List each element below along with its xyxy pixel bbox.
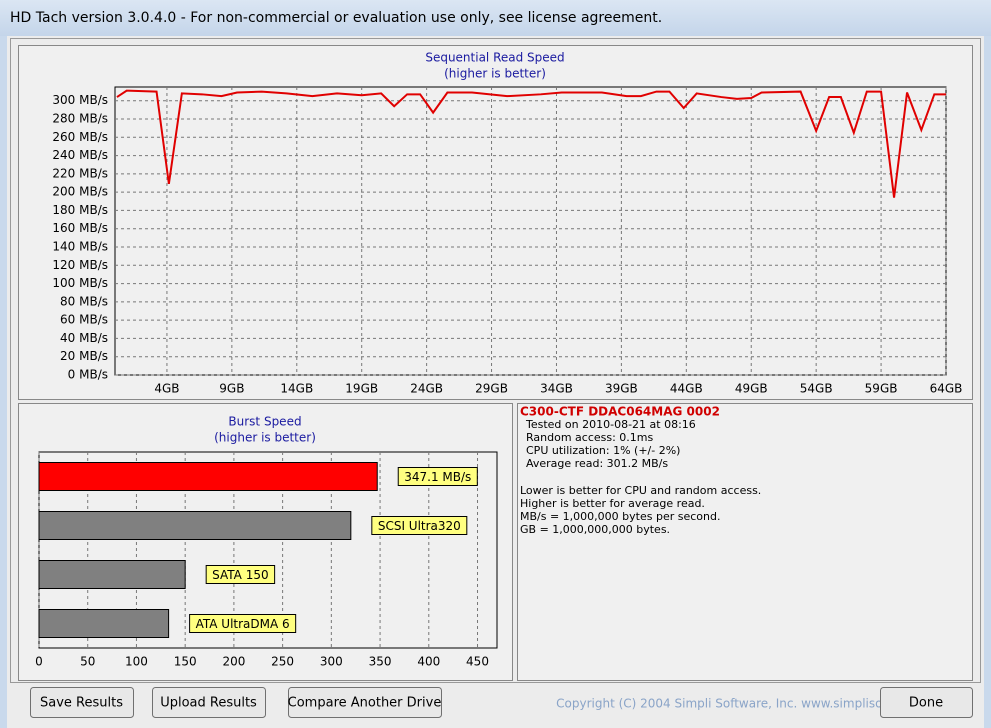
y-tick-label: 180 MB/s bbox=[52, 203, 108, 217]
bar bbox=[38, 462, 378, 491]
x-tick-label: 19GB bbox=[345, 382, 378, 396]
bar bbox=[38, 511, 352, 540]
x-tick-label: 9GB bbox=[219, 382, 244, 396]
x-tick-label: 39GB bbox=[605, 382, 638, 396]
y-tick-label: 20 MB/s bbox=[60, 349, 108, 363]
y-tick-label: 160 MB/s bbox=[52, 221, 108, 235]
read-line bbox=[116, 89, 946, 198]
y-tick-label: 80 MB/s bbox=[60, 294, 108, 308]
x-tick-label: 50 bbox=[80, 655, 95, 669]
info-line: Tested on 2010-08-21 at 08:16 bbox=[525, 418, 696, 431]
info-note: Higher is better for average read. bbox=[520, 497, 705, 510]
button[interactable] bbox=[288, 687, 442, 718]
y-tick-label: 220 MB/s bbox=[52, 166, 108, 180]
y-tick-label: 140 MB/s bbox=[52, 240, 108, 254]
chart-title: Burst Speed bbox=[228, 415, 301, 429]
x-tick-label: 300 bbox=[320, 655, 343, 669]
x-tick-label: 59GB bbox=[865, 382, 898, 396]
button[interactable] bbox=[880, 687, 973, 718]
copyright: Copyright (C) 2004 Simpli Software, Inc.… bbox=[556, 697, 950, 711]
y-tick-label: 40 MB/s bbox=[60, 331, 108, 345]
x-tick-label: 49GB bbox=[735, 382, 768, 396]
bar-label: ATA UltraDMA 6 bbox=[196, 617, 290, 631]
y-tick-label: 120 MB/s bbox=[52, 258, 108, 272]
x-tick-label: 0 bbox=[35, 655, 43, 669]
x-tick-label: 250 bbox=[271, 655, 294, 669]
y-tick-label: 200 MB/s bbox=[52, 185, 108, 199]
x-tick-label: 34GB bbox=[540, 382, 573, 396]
button[interactable] bbox=[152, 687, 266, 718]
bar-label: SCSI Ultra320 bbox=[378, 519, 461, 533]
x-tick-label: 400 bbox=[417, 655, 440, 669]
bar bbox=[38, 560, 186, 589]
button[interactable] bbox=[30, 687, 134, 718]
y-tick-label: 0 MB/s bbox=[68, 368, 108, 382]
bar-label: 347.1 MB/s bbox=[404, 470, 471, 484]
title-bar bbox=[0, 0, 991, 36]
info-note: GB = 1,000,000,000 bytes. bbox=[520, 523, 670, 536]
x-tick-label: 24GB bbox=[410, 382, 443, 396]
y-tick-label: 280 MB/s bbox=[52, 112, 108, 126]
y-tick-label: 240 MB/s bbox=[52, 148, 108, 162]
x-tick-label: 350 bbox=[369, 655, 392, 669]
bar-label-box bbox=[397, 467, 478, 486]
bar bbox=[38, 609, 170, 638]
x-tick-label: 200 bbox=[222, 655, 245, 669]
x-tick-label: 44GB bbox=[670, 382, 703, 396]
info-note: Lower is better for CPU and random acces… bbox=[520, 484, 761, 497]
x-tick-label: 14GB bbox=[280, 382, 313, 396]
x-tick-label: 54GB bbox=[800, 382, 833, 396]
bar-label: SATA 150 bbox=[212, 568, 268, 582]
x-tick-label: 4GB bbox=[154, 382, 179, 396]
button-label[interactable]: Upload Results bbox=[160, 696, 257, 711]
info-panel bbox=[517, 403, 973, 681]
bar-label-box bbox=[371, 516, 468, 535]
chart-subtitle: (higher is better) bbox=[214, 431, 316, 445]
x-tick-label: 450 bbox=[466, 655, 489, 669]
chart-title: Sequential Read Speed bbox=[425, 51, 564, 65]
x-tick-label: 150 bbox=[174, 655, 197, 669]
info-note: MB/s = 1,000,000 bytes per second. bbox=[520, 510, 720, 523]
info-line: Average read: 301.2 MB/s bbox=[526, 457, 668, 470]
window-title: HD Tach version 3.0.4.0 - For non-commer… bbox=[10, 10, 662, 26]
button-label[interactable]: Save Results bbox=[40, 696, 123, 711]
info-line: Random access: 0.1ms bbox=[526, 431, 654, 444]
x-tick-label: 100 bbox=[125, 655, 148, 669]
y-tick-label: 60 MB/s bbox=[60, 313, 108, 327]
chart-subtitle: (higher is better) bbox=[444, 67, 546, 81]
bar-label-box bbox=[189, 614, 297, 633]
x-tick-label: 64GB bbox=[930, 382, 963, 396]
x-tick-label: 29GB bbox=[475, 382, 508, 396]
button-label[interactable]: Compare Another Drive bbox=[288, 696, 442, 711]
bar-label-box bbox=[205, 565, 276, 584]
y-tick-label: 260 MB/s bbox=[52, 130, 108, 144]
button-label[interactable]: Done bbox=[909, 696, 943, 711]
plot-area bbox=[114, 86, 947, 376]
y-tick-label: 300 MB/s bbox=[52, 93, 108, 107]
info-line: CPU utilization: 1% (+/- 2%) bbox=[526, 444, 680, 457]
y-tick-label: 100 MB/s bbox=[52, 276, 108, 290]
drive-name: C300-CTF DDAC064MAG 0002 bbox=[520, 405, 720, 419]
